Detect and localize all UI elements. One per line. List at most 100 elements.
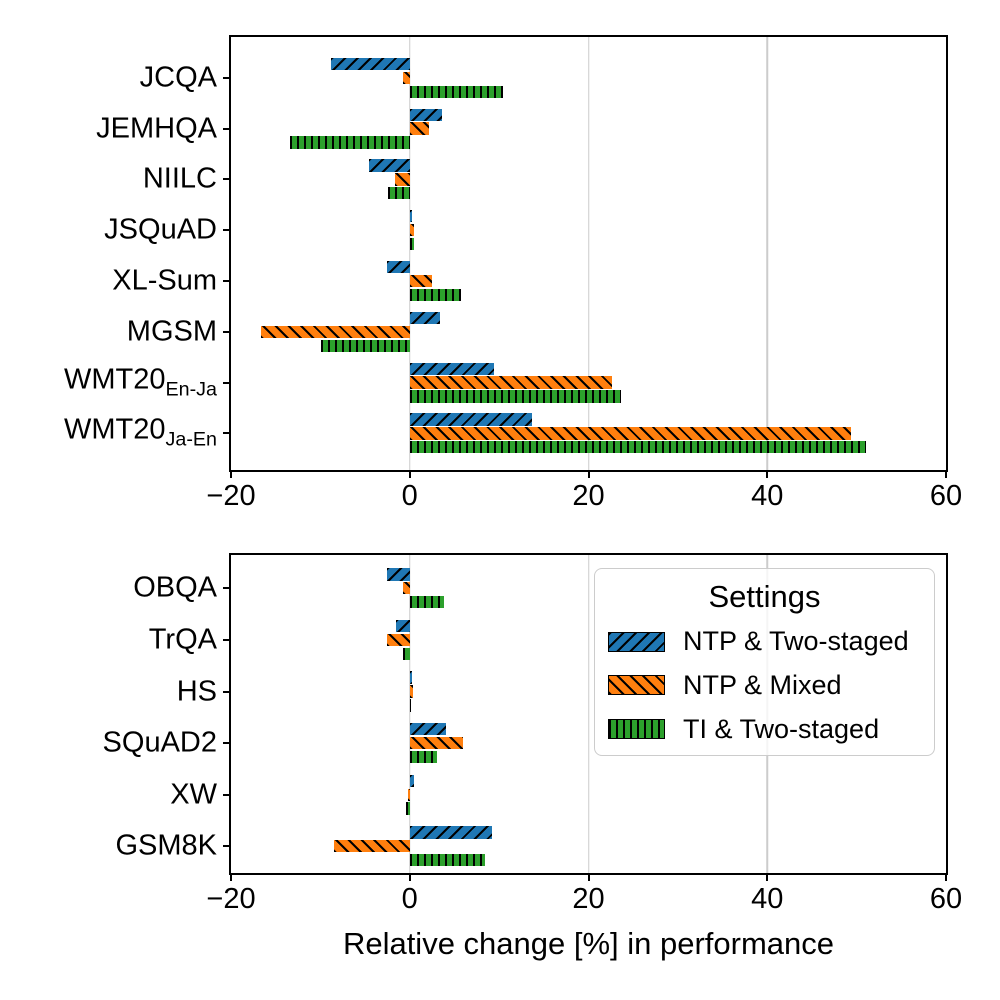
bar [409,826,492,839]
bar [409,774,415,787]
bar [406,802,410,815]
bar [409,376,612,389]
category-label-text: NIILC [142,162,217,195]
legend-swatch [608,675,665,696]
x-tick-label: 20 [572,480,605,512]
bar [407,788,410,801]
bar [333,840,410,853]
bar [409,85,503,98]
bar [409,108,442,121]
category-label-text: HS [176,675,217,707]
x-tick-label: 40 [751,480,784,512]
x-tick-mark [766,873,769,881]
category-label: JEMHQA [96,114,217,143]
bar [409,274,433,288]
bar [261,325,410,338]
bar [409,441,866,454]
category-label: GSM8K [115,829,217,862]
x-tick-mark [230,470,232,478]
bar [409,685,414,698]
bar [409,699,411,712]
bar [409,750,438,764]
category-label-text: GSM8K [115,829,217,862]
category-label: SQuAD2 [102,726,217,759]
bar [289,136,410,149]
y-tick-mark [223,229,231,232]
x-tick-mark [587,873,590,881]
panel-bottom: Settings NTP & Two-staged NTP & Mixed TI &… [103,553,962,914]
y-tick-mark [223,742,231,745]
y-tick-mark [223,178,231,181]
bar [409,362,494,375]
bar [409,210,413,223]
category-label: XL-Sum [112,266,217,296]
x-tick-mark [766,470,769,478]
legend: Settings NTP & Two-staged NTP & Mixed TI &… [594,568,935,756]
y-tick-mark [223,127,231,130]
bar [409,671,413,684]
bar [409,122,430,135]
category-label: WMT20En-Ja [64,365,217,400]
y-tick-mark [223,432,231,435]
y-tick-mark [223,280,231,282]
bar [331,57,410,71]
legend-entry-label: NTP & Two-staged [683,626,909,657]
bar [387,568,410,581]
gridline [766,37,768,470]
category-label-text: XW [170,778,217,811]
bar [388,187,410,200]
category-label: HS [177,677,217,706]
category-label: NIILC [142,162,217,195]
panel-top: −20 0 20 40 60 JCQA JEMHQA NIILC JSQuAD XL-Sum MGS… [64,35,962,511]
legend-entry-label: NTP & Mixed [683,669,842,700]
category-label-text: WMT20 [64,363,166,396]
x-tick-mark [945,873,947,881]
bar [396,619,410,633]
gridline [587,555,590,873]
bar [387,633,410,647]
gridline [409,555,411,873]
x-tick-mark [408,873,411,881]
category-label-text: OBQA [133,571,217,604]
category-label: WMT20Ja-En [64,416,217,451]
y-tick-mark [223,330,231,333]
legend-title: Settings [708,579,821,614]
bar [409,736,464,750]
bar [409,311,441,325]
legend-swatch [608,631,665,652]
x-tick-label: 60 [929,883,963,915]
category-label-subscript: En-Ja [165,378,217,401]
category-label-text: JCQA [139,61,217,94]
y-tick-mark [223,845,231,848]
category-label-text: JSQuAD [104,213,217,246]
bar [409,723,447,736]
y-tick-mark [223,793,231,796]
bar [402,71,410,84]
bar [409,390,621,403]
x-tick-label: 20 [572,883,605,915]
bar [409,224,415,237]
category-label-text: MGSM [126,315,217,348]
bar [402,647,410,660]
x-tick-label: 40 [751,883,784,915]
category-label: OBQA [133,571,217,604]
legend-swatch [608,719,665,740]
x-tick-mark [230,873,232,881]
legend-entry-label: TI & Two-staged [683,713,880,744]
gridline [409,37,411,470]
category-label-text: SQuAD2 [102,726,217,759]
legend-entry: TI & Two-staged [595,707,934,751]
bar [387,260,410,274]
y-tick-mark [223,76,231,79]
x-tick-label: 0 [401,883,418,915]
x-tick-mark [945,470,947,478]
bar [409,596,444,609]
x-tick-label: 0 [401,480,418,512]
legend-entry: NTP & Two-staged [595,620,934,664]
bar [403,582,410,595]
category-label-subscript: Ja-En [165,428,217,451]
y-tick-mark [223,690,231,693]
category-label: JSQuAD [104,213,217,246]
gridline [587,37,590,470]
